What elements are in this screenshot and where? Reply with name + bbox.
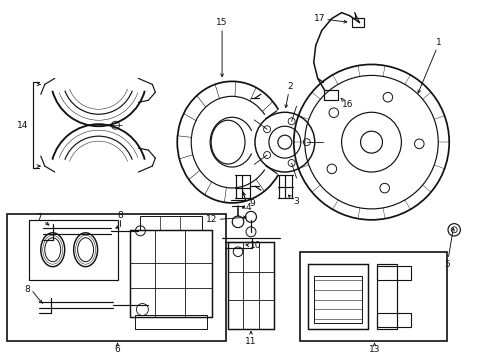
Bar (29, 220, 118, 280)
Text: 12: 12 (206, 215, 217, 224)
Text: 11: 11 (244, 337, 256, 346)
Bar (135, 315, 207, 329)
Bar (377, 264, 397, 329)
Bar (307, 264, 367, 329)
Text: 9: 9 (248, 199, 254, 208)
Bar (377, 314, 410, 328)
Bar (313, 276, 361, 323)
Text: 2: 2 (286, 82, 292, 91)
Text: 8: 8 (118, 211, 123, 220)
Text: 13: 13 (368, 345, 380, 354)
Text: 14: 14 (17, 121, 28, 130)
Text: 4: 4 (244, 203, 250, 212)
Bar (377, 266, 410, 280)
Text: 1: 1 (435, 38, 441, 47)
Text: 5: 5 (444, 260, 449, 269)
Text: 7: 7 (36, 213, 41, 222)
Text: 16: 16 (341, 100, 353, 109)
Bar (299, 252, 447, 341)
Text: 8: 8 (24, 285, 30, 294)
Bar (130, 230, 212, 318)
Bar (351, 18, 363, 27)
Bar (140, 216, 202, 230)
Text: 10: 10 (250, 241, 261, 250)
Text: 17: 17 (313, 14, 325, 23)
Text: 15: 15 (216, 18, 227, 27)
Bar (227, 242, 273, 329)
Text: 6: 6 (114, 345, 120, 354)
Text: 3: 3 (292, 197, 298, 206)
Bar (7, 214, 225, 341)
